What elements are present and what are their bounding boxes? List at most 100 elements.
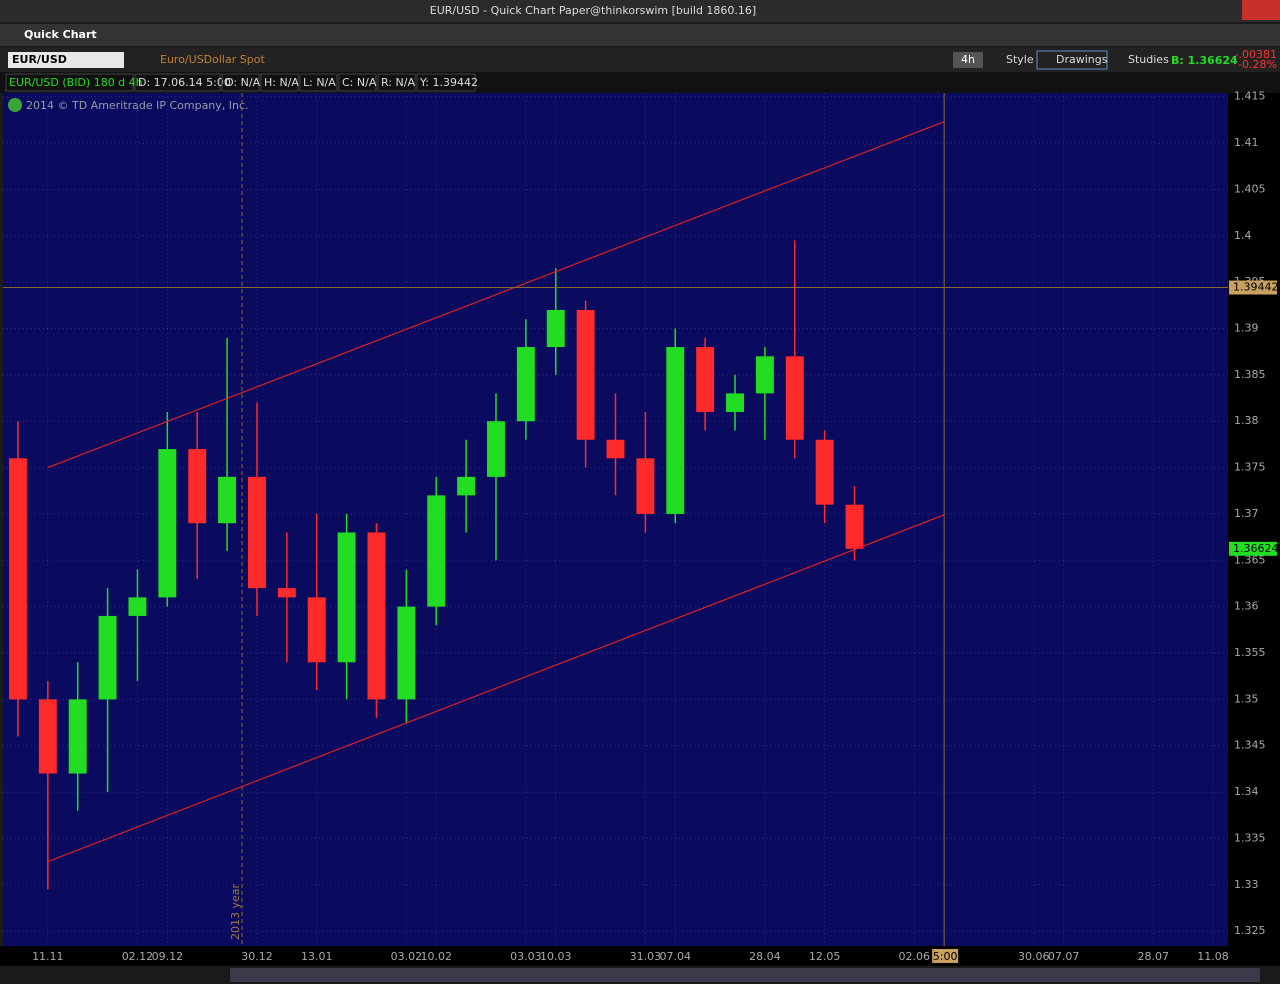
- x-tick-label: 28.04: [749, 950, 781, 963]
- candle-body: [845, 504, 864, 549]
- candle-body: [427, 495, 446, 607]
- candle-body: [546, 309, 565, 348]
- drawings-button-frame: [1036, 50, 1108, 70]
- x-tick-label: 09.12: [152, 950, 184, 963]
- x-tick-label: 31.03: [630, 950, 662, 963]
- y-tick-label: 1.375: [1234, 461, 1266, 474]
- info-field-frame: [221, 73, 260, 92]
- year-label: 2013 year: [229, 883, 242, 940]
- info-field-frame: [377, 73, 416, 92]
- change: -.00381: [1235, 48, 1277, 61]
- candle-body: [636, 458, 655, 514]
- candle-body: [8, 458, 27, 700]
- close-button[interactable]: [1242, 0, 1280, 20]
- info-field: L: N/A: [303, 76, 336, 89]
- candle-body: [755, 356, 774, 394]
- x-tick-label: 10.02: [420, 950, 452, 963]
- x-tick-label: 11.08: [1197, 950, 1229, 963]
- info-icon[interactable]: [8, 98, 22, 112]
- info-field: O: N/A: [225, 76, 261, 89]
- scroll-thumb[interactable]: [230, 968, 1260, 982]
- candle-body: [367, 532, 386, 700]
- y-tick-label: 1.39: [1234, 322, 1259, 335]
- candle-body: [307, 597, 326, 663]
- x-tick-label: 13.01: [301, 950, 333, 963]
- info-field: EUR/USD (BID) 180 d 4h: [9, 76, 143, 89]
- info-field-frame: [260, 73, 299, 92]
- y-tick-label: 1.325: [1234, 924, 1266, 937]
- info-field: R: N/A: [381, 76, 415, 89]
- panel-title: Quick Chart: [24, 28, 97, 41]
- y-tick-label: 1.385: [1234, 368, 1266, 381]
- x-tick-label: 03.03: [510, 950, 542, 963]
- x-tick-label: 30.06: [1018, 950, 1050, 963]
- y-tick-label: 1.345: [1234, 739, 1266, 752]
- candle-body: [397, 606, 416, 700]
- info-bar: [0, 72, 1280, 93]
- y-tick-label: 1.355: [1234, 646, 1266, 659]
- crosshair-time-box: [932, 949, 959, 963]
- y-tick-label: 1.335: [1234, 831, 1266, 844]
- candle-body: [188, 449, 207, 524]
- x-tick-label: 12.05: [809, 950, 841, 963]
- x-tick-label: 28.07: [1138, 950, 1170, 963]
- info-field-frame: [338, 73, 377, 92]
- last-price: 1.36624: [1233, 542, 1279, 555]
- candle-body: [218, 476, 237, 524]
- candle-body: [98, 615, 117, 700]
- symbol-box[interactable]: [8, 52, 124, 68]
- info-fields: EUR/USD (BID) 180 d 4hD: 17.06.14 5:00O:…: [5, 73, 478, 92]
- x-tick-label: 02.12: [122, 950, 154, 963]
- style-button[interactable]: Style: [1006, 53, 1034, 66]
- y-tick-label: 1.405: [1234, 182, 1266, 195]
- y-tick-label: 1.365: [1234, 553, 1266, 566]
- candle-body: [277, 588, 296, 598]
- info-field: D: 17.06.14 5:00: [138, 76, 231, 89]
- candle-body: [726, 393, 744, 412]
- candle-body: [696, 347, 715, 412]
- panel-header: [0, 24, 1280, 46]
- y-tick-label: 1.38: [1234, 414, 1259, 427]
- candle-body: [68, 699, 87, 774]
- trendline: [47, 121, 945, 469]
- timeframe-button[interactable]: [953, 52, 983, 68]
- drawings-button[interactable]: Drawings: [1056, 53, 1108, 66]
- window-title: EUR/USD - Quick Chart Paper@thinkorswim …: [430, 4, 756, 17]
- x-tick-label: 07.04: [660, 950, 692, 963]
- candle-body: [576, 309, 595, 440]
- trendline: [47, 514, 945, 863]
- y-tick-label: 1.37: [1234, 507, 1259, 520]
- info-field-frame: [5, 73, 134, 92]
- info-field-frame: [416, 73, 476, 92]
- time-axis: [0, 946, 1280, 966]
- candle-body: [457, 476, 476, 496]
- candle-body: [38, 699, 57, 774]
- y-tick-label: 1.36: [1234, 600, 1259, 613]
- studies-button[interactable]: Studies: [1128, 53, 1169, 66]
- candle-body: [337, 532, 356, 663]
- info-field: Y: 1.39442: [419, 76, 478, 89]
- candle-body: [158, 449, 177, 598]
- candle-body: [606, 439, 625, 459]
- title-bar: [0, 0, 1280, 22]
- y-tick-label: 1.34: [1234, 785, 1259, 798]
- candle-body: [516, 347, 535, 422]
- toolbar: [0, 48, 1280, 72]
- bid-price: B: 1.36624: [1171, 54, 1238, 67]
- candle-body: [248, 476, 266, 589]
- x-tick-label: 07.07: [1048, 950, 1080, 963]
- info-field-frame: [299, 73, 338, 92]
- candle-body: [487, 421, 505, 477]
- info-field: C: N/A: [342, 76, 377, 89]
- x-tick-label: 10.03: [540, 950, 572, 963]
- x-tick-label: 03.02: [391, 950, 423, 963]
- symbol: EUR/USD: [12, 53, 67, 66]
- x-tick-label: 11.11: [32, 950, 64, 963]
- y-tick-label: 1.415: [1234, 90, 1266, 103]
- info-field: H: N/A: [264, 76, 299, 89]
- candle-body: [785, 356, 804, 440]
- crosshair-time: 5:00: [933, 950, 958, 963]
- crosshair-price-box: [1229, 280, 1277, 295]
- candle-body: [815, 439, 834, 505]
